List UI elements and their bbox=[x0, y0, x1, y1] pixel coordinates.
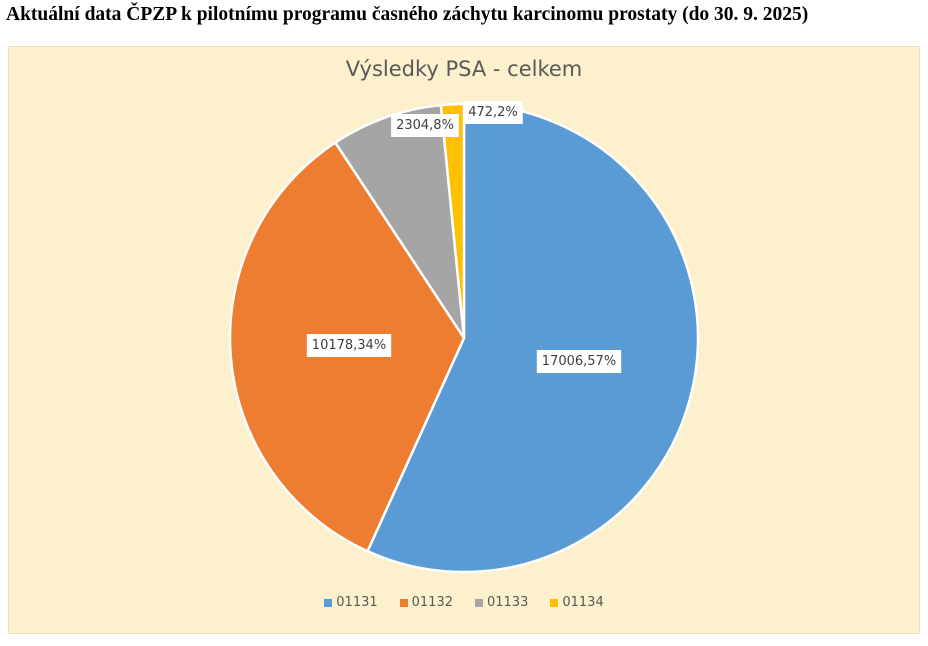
legend: 01131 01132 01133 01134 bbox=[9, 595, 919, 610]
legend-item: 01134 bbox=[550, 595, 604, 610]
data-label-text: 472,2% bbox=[468, 105, 518, 120]
legend-item: 01131 bbox=[324, 595, 378, 610]
data-label-box bbox=[536, 350, 622, 373]
pie-plot: 17006,57% 10178,34% 2304,8% 472,2% bbox=[228, 101, 700, 574]
legend-swatch bbox=[550, 598, 559, 607]
data-label-box bbox=[391, 114, 459, 137]
data-label: 2304,8% bbox=[391, 114, 459, 137]
data-label: 472,2% bbox=[463, 101, 523, 124]
legend-item: 01132 bbox=[399, 595, 453, 610]
data-label: 10178,34% bbox=[306, 334, 392, 357]
legend-swatch bbox=[324, 598, 333, 607]
legend-label: 01133 bbox=[487, 595, 529, 610]
legend-swatch bbox=[475, 598, 483, 607]
data-label-text: 10178,34% bbox=[312, 338, 386, 353]
legend-label: 01131 bbox=[336, 595, 378, 610]
legend-swatch bbox=[399, 598, 408, 607]
data-label-box bbox=[463, 101, 523, 124]
data-label-box bbox=[306, 334, 392, 357]
legend-label: 01134 bbox=[562, 595, 604, 610]
data-label-text: 17006,57% bbox=[542, 354, 616, 369]
pie-slice-01133 bbox=[333, 103, 466, 339]
page-heading: Aktuální data ČPZP k pilotnímu programu … bbox=[6, 4, 809, 25]
legend-label: 01132 bbox=[411, 595, 453, 610]
chart-title: Výsledky PSA - celkem bbox=[345, 57, 583, 81]
data-label: 17006,57% bbox=[536, 350, 622, 373]
legend-item: 01133 bbox=[475, 595, 528, 610]
data-label-text: 2304,8% bbox=[396, 118, 454, 133]
pie-slice-01131 bbox=[365, 102, 700, 574]
pie-chart: Výsledky PSA - celkem 17006,57% 10178,34%… bbox=[8, 46, 920, 634]
